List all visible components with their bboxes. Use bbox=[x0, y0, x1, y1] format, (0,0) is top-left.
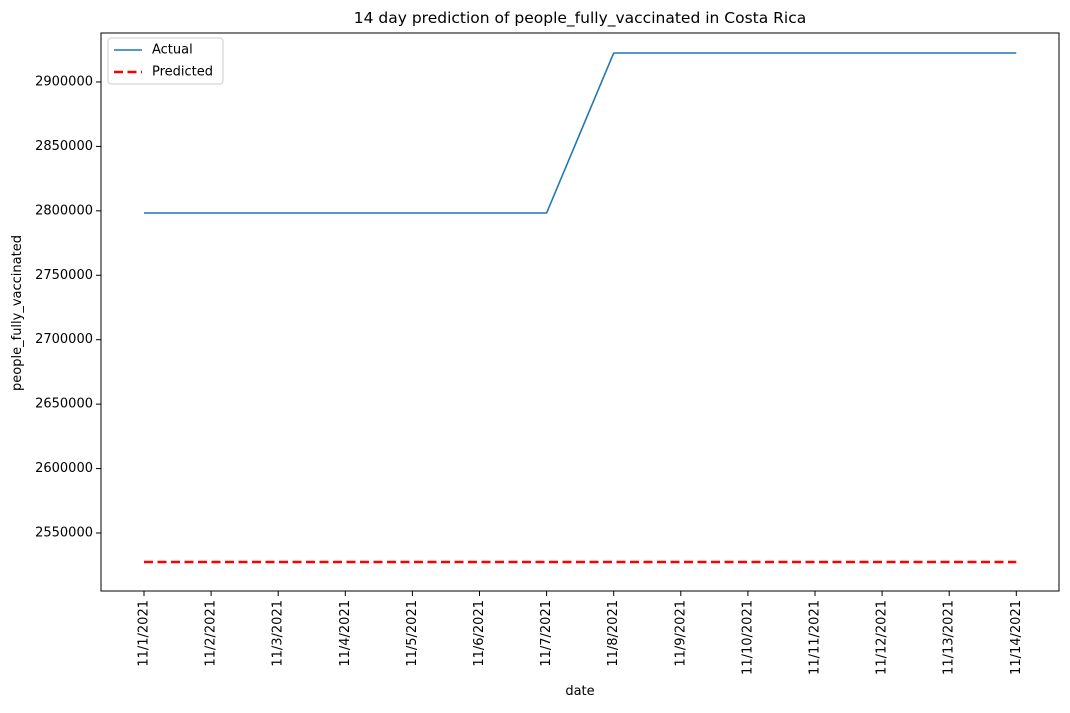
x-tick-label: 11/3/2021 bbox=[271, 600, 286, 667]
plot-frame bbox=[100, 32, 1060, 592]
y-tick-label: 2800000 bbox=[35, 203, 93, 218]
legend-label-predicted: Predicted bbox=[152, 65, 213, 80]
x-tick-label: 11/4/2021 bbox=[338, 600, 353, 667]
x-tick-label: 11/5/2021 bbox=[405, 600, 420, 667]
x-axis-label: date bbox=[565, 684, 594, 699]
x-tick-label: 11/12/2021 bbox=[875, 600, 890, 675]
chart-title: 14 day prediction of people_fully_vaccin… bbox=[354, 9, 807, 28]
x-tick-label: 11/14/2021 bbox=[1009, 600, 1024, 675]
x-tick-label: 11/1/2021 bbox=[137, 600, 152, 667]
x-tick-label: 11/9/2021 bbox=[673, 600, 688, 667]
x-tick-label: 11/6/2021 bbox=[472, 600, 487, 667]
series-line-actual bbox=[144, 52, 1017, 214]
x-tick-label: 11/13/2021 bbox=[942, 600, 957, 675]
y-tick-label: 2650000 bbox=[35, 397, 93, 412]
y-tick-label: 2850000 bbox=[35, 139, 93, 154]
y-tick-label: 2600000 bbox=[35, 461, 93, 476]
x-tick-label: 11/8/2021 bbox=[606, 600, 621, 667]
plot-area: 11/1/2021 11/2/2021 11/3/2021 11/4/2021 11/5… bbox=[35, 32, 1060, 675]
x-tick-label: 11/11/2021 bbox=[808, 600, 823, 675]
y-tick-label: 2700000 bbox=[35, 332, 93, 347]
x-tick-label: 11/10/2021 bbox=[740, 600, 755, 675]
x-tick-label: 11/2/2021 bbox=[204, 600, 219, 667]
x-tick-label: 11/7/2021 bbox=[539, 600, 554, 667]
y-axis-label: people_fully_vaccinated bbox=[10, 235, 25, 391]
y-tick-label: 2550000 bbox=[35, 526, 93, 541]
y-tick-label: 2750000 bbox=[35, 268, 93, 283]
legend-label-actual: Actual bbox=[152, 43, 193, 58]
y-tick-label: 2900000 bbox=[35, 74, 93, 89]
